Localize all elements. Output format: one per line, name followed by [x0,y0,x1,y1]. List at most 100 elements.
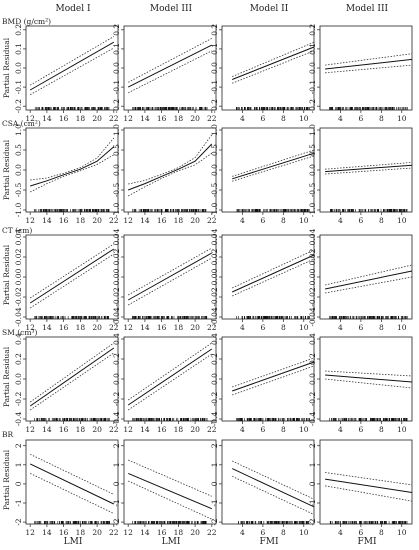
panel-frame [123,127,217,213]
panel-frame [25,234,119,320]
y-tick-label: -0.4 [112,412,121,427]
fit-line [30,146,115,187]
x-tick-label: 20 [92,528,102,537]
x-tick-label: 20 [92,425,102,434]
panel-frame [319,336,413,422]
y-tick-label: -1 [308,499,317,506]
y-tick-label: 0.1 [308,43,317,55]
lower-ci-line [232,50,315,84]
lower-ci-line [232,258,315,297]
y-tick-label: -0.04 [14,307,23,326]
y-tick-label: -1.0 [210,203,219,218]
panel-sm-col2: -0.4 -0.2 0.0 0.2 0.4 12 14 16 18 20 22 [112,333,217,434]
y-tick-label: 0.2 [210,24,219,36]
y-tick-label: 0.0 [112,62,121,74]
rug-marks [132,107,208,110]
upper-ci-line [128,38,212,83]
x-tick-label: 18 [76,216,86,225]
y-tick-label: 0.02 [210,248,219,265]
y-tick-label: 0.1 [112,43,121,55]
x-tick-label: 8 [281,528,286,537]
fit-line [128,143,213,191]
x-axis-labels: LMI LMI FMI FMI [64,537,377,547]
column-title-2: Model III [150,4,193,14]
lower-ci-line [325,276,413,294]
lower-ci-line [128,257,212,306]
panel-csa-col1: -1.0 -0.5 0.0 0.5 1.0 12 14 16 18 20 22 [14,124,119,225]
y-tick-label: -0.5 [14,183,23,198]
y-axis-label-row-5: Partial Residual [2,449,11,510]
lower-ci-line [30,154,114,193]
lower-ci-line [325,167,413,175]
fit-line [29,347,115,407]
x-tick-label: 22 [109,528,119,537]
x-tick-label: 14 [140,216,150,225]
y-tick-label: 0.2 [308,24,317,36]
x-tick-label: 22 [109,114,119,123]
x-tick-label: 16 [157,425,167,434]
rug-marks [236,316,310,319]
upper-ci-line [232,149,315,177]
lower-ci-line [127,353,213,411]
x-tick-label: 22 [207,216,217,225]
y-tick-label: 1.0 [14,124,23,136]
x-tick-label: 14 [140,528,150,537]
y-tick-label: 0.2 [112,353,121,365]
rug-marks [329,521,408,524]
row-label-bmd: BMD (g/cm²) [2,17,51,26]
y-tick-label: 1 [14,462,23,467]
y-tick-label: -0.4 [210,412,219,427]
y-tick-label: -2 [308,518,317,526]
rug-marks [236,418,310,421]
upper-ci-line [30,453,114,495]
y-tick-label: -0.1 [308,80,317,94]
rug-marks [34,209,110,212]
y-tick-label: 0.2 [210,353,219,365]
panel-frame [319,127,413,213]
y-tick-label: -0.2 [14,99,23,114]
fit-line [325,58,413,70]
y-tick-label: 0.00 [14,268,23,285]
x-tick-label: 18 [76,323,86,332]
x-tick-label: 18 [76,425,86,434]
panel-frame [221,25,315,111]
x-tick-label: 14 [42,323,52,332]
upper-ci-line [29,36,115,86]
panel-frame [221,439,315,525]
y-tick-label: 2 [14,443,23,448]
y-tick-label: 0.4 [112,333,121,345]
x-tick-label: 10 [397,114,407,123]
y-tick-label: -0.04 [112,307,121,326]
y-tick-label: 0.0 [308,62,317,74]
panel-csa-col4: -1.0 -0.5 0.0 0.5 1.0 4 6 8 10 [308,124,413,225]
column-title-3: Model II [250,4,289,14]
fit-line [29,248,115,304]
x-tick-label: 12 [25,216,35,225]
x-tick-label: 10 [397,528,407,537]
y-tick-label: -0.2 [210,99,219,114]
row-label-sm: SM (cm³) [2,328,37,337]
y-tick-label: 1.0 [112,124,121,136]
x-tick-label: 4 [240,216,245,225]
y-tick-label: 0.2 [14,353,23,365]
x-axis-label-2: LMI [162,537,181,547]
panel-csa-col3: -1.0 -0.5 0.0 0.5 1.0 4 6 8 10 [210,124,315,225]
y-tick-label: -1 [112,499,121,506]
x-tick-label: 4 [338,425,343,434]
y-tick-label: 1.0 [308,124,317,136]
y-tick-label: -0.4 [14,412,23,427]
x-tick-label: 14 [140,425,150,434]
x-tick-label: 16 [59,528,69,537]
x-tick-label: 12 [123,114,133,123]
x-tick-label: 6 [260,114,265,123]
x-tick-label: 18 [76,528,86,537]
panel-frame [221,336,315,422]
x-axis-label-3: FMI [259,537,278,547]
y-tick-label: 0.04 [112,228,121,245]
upper-ci-line [232,249,315,289]
x-tick-label: 20 [190,425,200,434]
y-tick-label: 0.0 [112,373,121,385]
rug-marks [34,418,110,421]
